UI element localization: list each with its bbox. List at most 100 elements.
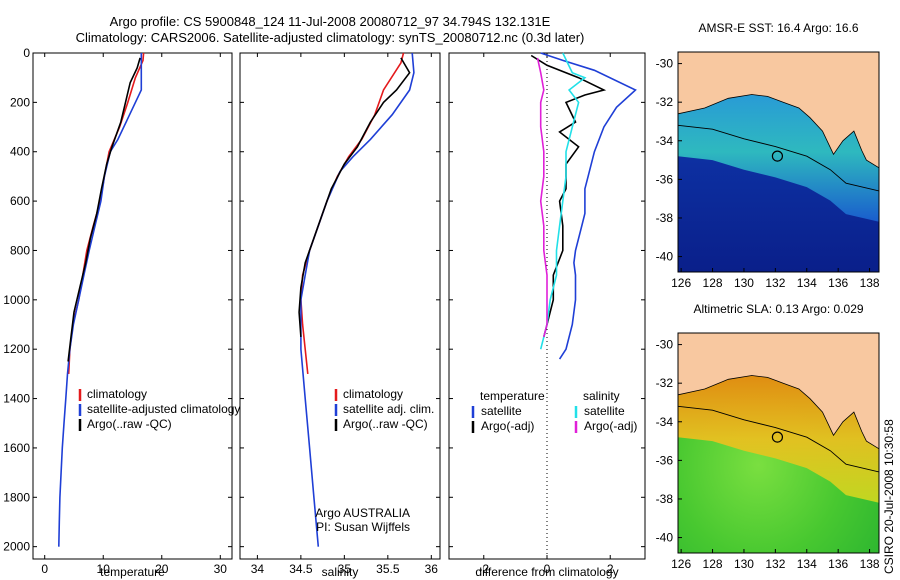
- series-line: [67, 57, 141, 362]
- y-tick-label: 1800: [3, 490, 30, 504]
- sla_map: Altimetric SLA: 0.13 Argo: 0.029 126 128 13…: [656, 302, 880, 571]
- x-tick-label: 10: [97, 562, 111, 576]
- series-line: [300, 52, 415, 547]
- y-tick-label: -34: [656, 134, 674, 148]
- legend-label: Argo(..raw -QC): [87, 417, 172, 431]
- sst_map-field: [678, 52, 879, 272]
- y-tick-label: 1000: [3, 293, 30, 307]
- x-tick-label: 138: [860, 557, 880, 571]
- argo-position-marker: [771, 431, 784, 443]
- y-tick-label: 600: [10, 194, 30, 208]
- x-tick-label: 2: [607, 562, 614, 576]
- x-tick-label: 0: [544, 562, 551, 576]
- y-tick-label: -32: [656, 376, 674, 390]
- x-tick-label: 126: [671, 276, 691, 290]
- y-tick-label: 1200: [3, 342, 30, 356]
- y-tick-label: -40: [656, 531, 674, 545]
- shelf-edge-contour: [678, 405, 879, 473]
- legend-label: satellite: [584, 404, 625, 418]
- series-line: [530, 54, 607, 338]
- x-tick-label: 134: [797, 557, 817, 571]
- x-tick-label: 128: [703, 276, 723, 290]
- legend-label: climatology: [343, 387, 403, 401]
- legend-label: climatology: [87, 387, 147, 401]
- sla_map-title: Altimetric SLA: 0.13 Argo: 0.029: [693, 302, 863, 316]
- land-mass: [678, 52, 879, 168]
- temperature-panel: 0 10 20 30 temperature 0 200 400 600 800 1000 1200 1…: [3, 46, 240, 579]
- y-tick-label: -38: [656, 211, 674, 225]
- series-line: [67, 52, 145, 374]
- legend-label: satellite-adjusted climatology: [87, 402, 240, 416]
- coastline: [678, 94, 879, 169]
- sst_map-frame: [677, 51, 880, 273]
- series-line: [536, 57, 548, 338]
- sst_map-title: AMSR-E SST: 16.4 Argo: 16.6: [698, 21, 858, 35]
- sla_map-frame: [677, 332, 880, 554]
- legend-label: Argo(-adj): [481, 419, 534, 433]
- x-tick-label: 30: [214, 562, 228, 576]
- y-tick-label: -38: [656, 492, 674, 506]
- y-tick-label: 1400: [3, 392, 30, 406]
- y-tick-label: -30: [656, 57, 674, 71]
- x-tick-label: 126: [671, 557, 691, 571]
- y-tick-label: -30: [656, 338, 674, 352]
- series-line: [540, 52, 637, 360]
- land-mass: [678, 333, 879, 449]
- legend-header: temperature: [480, 389, 545, 403]
- temperature-frame: [32, 52, 233, 560]
- series-line: [300, 52, 405, 374]
- y-tick-label: 400: [10, 145, 30, 159]
- legend-label: satellite adj. clim.: [343, 402, 434, 416]
- x-tick-label: 134: [797, 276, 817, 290]
- y-tick-label: 200: [10, 95, 30, 109]
- salinity-panel: 34 34.5 35 35.5 36 salinity climatologysatelli…: [239, 52, 441, 579]
- figure-title-line-1: Argo profile: CS 5900848_124 11-Jul-2008…: [109, 14, 551, 29]
- difference-xlabel: difference from climatology: [475, 565, 618, 579]
- x-tick-label: 136: [828, 276, 848, 290]
- y-tick-label: 800: [10, 243, 30, 257]
- legend-label: Argo(-adj): [584, 419, 637, 433]
- legend-label: Argo(..raw -QC): [343, 417, 428, 431]
- x-tick-label: 130: [734, 276, 754, 290]
- y-tick-label: 2000: [3, 540, 30, 554]
- shelf-edge-contour: [678, 124, 879, 192]
- series-line: [298, 57, 411, 337]
- argo-position-marker: [771, 150, 784, 162]
- shelf-band: [678, 375, 879, 503]
- x-tick-label: 36: [425, 562, 439, 576]
- y-tick-label: 1600: [3, 441, 30, 455]
- salinity-xlabel: salinity: [322, 565, 359, 579]
- legend-label: satellite: [481, 404, 522, 418]
- x-tick-label: 138: [860, 276, 880, 290]
- y-tick-label: 0: [23, 46, 30, 60]
- y-tick-label: -36: [656, 172, 674, 186]
- y-tick-label: -36: [656, 453, 674, 467]
- series-line: [58, 53, 143, 547]
- x-tick-label: 130: [734, 557, 754, 571]
- coastline: [678, 375, 879, 450]
- temperature-xlabel: temperature: [100, 565, 165, 579]
- legend-header: salinity: [583, 389, 620, 403]
- x-tick-label: 34: [251, 562, 265, 576]
- x-tick-label: 35.5: [376, 562, 400, 576]
- float-annotation: Argo AUSTRALIA: [315, 506, 410, 520]
- float-annotation: PI: Susan Wijffels: [316, 520, 410, 534]
- y-tick-label: -32: [656, 95, 674, 109]
- side-timestamp-label: CSIRO 20-Jul-2008 10:30:58: [882, 419, 896, 574]
- sst_map: AMSR-E SST: 16.4 Argo: 16.6 126 128 130 132 1…: [656, 21, 880, 290]
- y-tick-label: -34: [656, 415, 674, 429]
- x-tick-label: 0: [41, 562, 48, 576]
- x-tick-label: 128: [703, 557, 723, 571]
- x-tick-label: 132: [765, 557, 785, 571]
- salinity-frame: [239, 52, 441, 560]
- shelf-band: [678, 94, 879, 222]
- y-tick-label: -40: [656, 250, 674, 264]
- x-tick-label: 136: [828, 557, 848, 571]
- x-tick-label: 132: [765, 276, 785, 290]
- series-line: [539, 52, 587, 350]
- x-tick-label: 20: [155, 562, 169, 576]
- x-tick-label: 35: [338, 562, 352, 576]
- sla_map-field: [678, 333, 879, 553]
